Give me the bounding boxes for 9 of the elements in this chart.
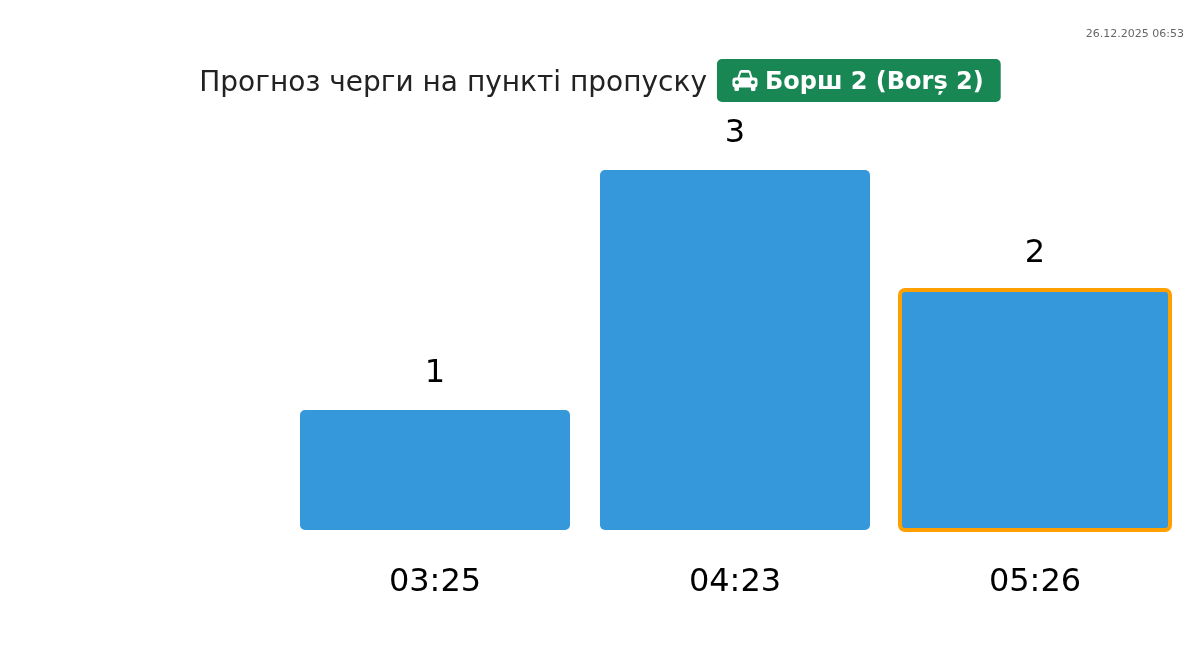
x-tick-label: 04:23 <box>688 560 782 599</box>
chart-subtitle: Борш 2 (Borș 2) <box>764 67 984 95</box>
x-tick-label: 05:26 <box>988 560 1082 599</box>
x-tick-label: 03:25 <box>388 560 482 599</box>
chart-title: Прогноз черги на пункті пропуску <box>199 65 707 98</box>
data-label: 1 <box>424 352 446 390</box>
data-label: 3 <box>724 112 746 150</box>
data-label: 2 <box>1024 232 1046 270</box>
text: 26.12.2025 06:53 <box>1085 27 1184 40</box>
